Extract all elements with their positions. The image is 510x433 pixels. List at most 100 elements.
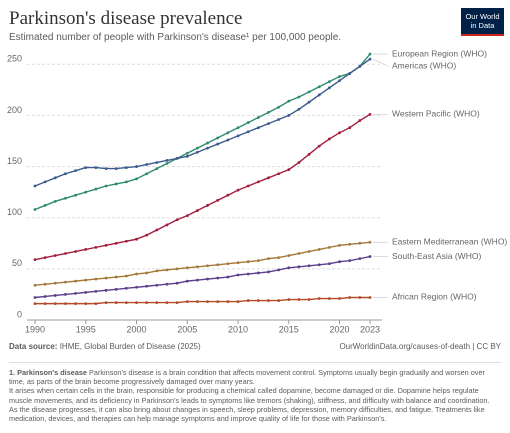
data-point [327,262,331,266]
data-point [155,301,159,305]
data-point [246,272,250,276]
data-point [33,296,37,299]
data-point [33,283,37,287]
data-point [165,301,169,305]
data-point [135,177,138,181]
x-tick-label: 2005 [177,324,197,334]
data-point [84,248,88,251]
data-point [74,292,78,295]
logo[interactable]: Our World in Data [461,8,504,36]
data-point [64,172,67,176]
data-point [216,276,220,280]
data-point [226,138,230,142]
data-point [256,126,260,130]
separator [9,362,501,363]
data-point [104,301,108,305]
data-point [297,107,301,111]
data-point [267,270,270,274]
data-point [338,79,341,83]
data-point [165,162,169,165]
data-point [206,264,209,268]
data-point [84,166,88,169]
series-line [34,255,371,299]
chart-title: Parkinson's disease prevalence [9,8,243,29]
data-point [43,204,47,207]
data-point [114,275,118,279]
data-point [317,85,321,89]
data-point [327,297,331,300]
data-point [94,302,98,306]
x-tick-label: 2015 [279,324,299,334]
y-tick-label: 150 [7,156,22,166]
data-point [114,301,118,305]
data-point [236,188,240,192]
data-point [53,199,57,203]
data-point [155,228,159,232]
data-point [114,287,118,291]
data-point [206,204,209,207]
data-point [145,163,149,166]
data-point [368,112,372,116]
data-point [64,196,67,200]
data-point [124,239,128,243]
data-point [358,257,362,261]
data-point [33,184,37,188]
legend-label: Americas (WHO) [392,60,456,70]
data-point [338,243,341,247]
series-line [34,58,371,187]
data-point [226,300,230,303]
x-tick-label: 1995 [76,324,96,334]
data-point [368,255,372,258]
source-url[interactable]: OurWorldinData.org/causes-of-death | CC … [339,342,501,351]
data-point [104,184,108,188]
data-point [175,281,179,285]
data-point [94,187,98,191]
data-point [348,296,352,299]
data-point [64,252,67,255]
data-point [297,252,301,255]
data-point [236,273,240,277]
data-point [277,105,281,109]
data-point [135,272,138,276]
data-point [277,118,281,121]
data-point [175,218,179,222]
data-point [338,260,341,264]
data-point [307,298,311,301]
x-tick-label: 2023 [360,324,380,334]
data-point [267,257,270,261]
data-point [104,276,108,280]
data-point [43,302,47,306]
data-point [236,300,240,303]
data-point [256,299,260,302]
data-point [277,256,281,260]
data-point [317,93,321,97]
data-point [94,277,98,281]
data-point [196,265,199,269]
source-text: IHME, Global Burden of Disease (2025) [59,342,201,351]
data-point [206,146,209,150]
data-point [307,264,311,268]
data-point [43,256,47,260]
data-point [206,141,209,145]
data-point [368,240,372,244]
data-point [246,184,250,188]
data-point [267,299,270,302]
data-point [155,161,159,164]
data-point [135,285,138,289]
data-point [206,277,209,281]
data-point [338,75,341,78]
data-point [196,209,199,212]
data-point [277,299,281,302]
data-point [185,214,189,218]
data-point [74,250,78,253]
data-point [43,295,47,298]
label-connector [372,58,389,67]
data-point [64,302,67,306]
y-tick-label: 100 [7,207,22,217]
data-point [124,286,128,290]
data-point [297,265,301,269]
data-point [145,301,149,305]
data-point [135,237,138,241]
data-point [185,266,189,270]
